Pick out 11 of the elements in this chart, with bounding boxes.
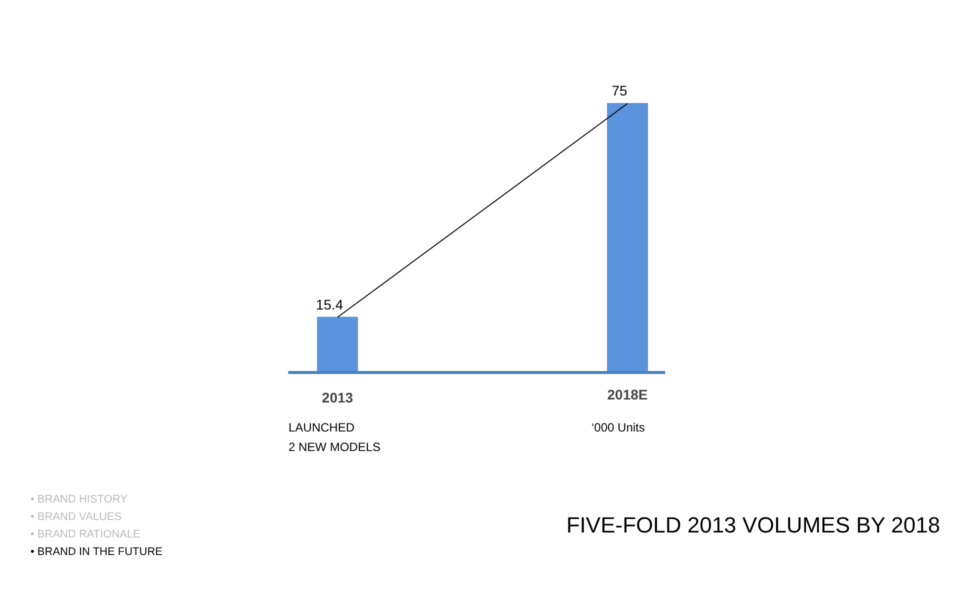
- data-label: 15.4: [316, 296, 344, 312]
- text: • BRAND IN THE FUTURE: [30, 546, 162, 558]
- text: • BRAND RATIONALE: [30, 528, 140, 540]
- text: ‘000 Units: [592, 420, 645, 434]
- x-tick-label: 2018E: [607, 386, 648, 402]
- text: • BRAND HISTORY: [30, 494, 128, 506]
- text: LAUNCHED 2 NEW MODELS: [288, 420, 381, 454]
- text: • BRAND VALUES: [30, 511, 122, 523]
- text: FIVE-FOLD 2013 VOLUMES BY 2018: [566, 512, 940, 538]
- x-tick-label: 2013: [322, 390, 354, 406]
- data-label: 75: [612, 82, 628, 98]
